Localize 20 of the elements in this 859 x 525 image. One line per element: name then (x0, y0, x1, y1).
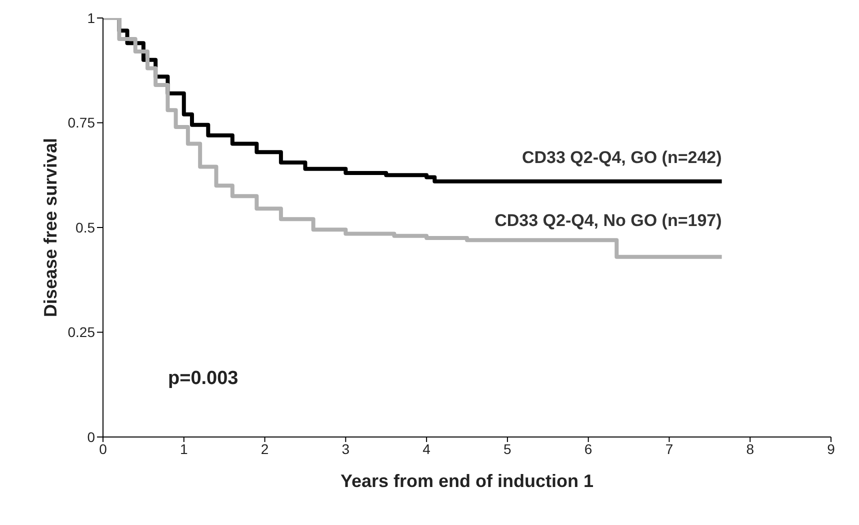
annotation: p=0.003 (168, 368, 238, 390)
x-tick-label: 5 (504, 440, 512, 457)
y-tick-label: 1 (87, 10, 96, 26)
y-tick-label: 0.5 (76, 219, 96, 236)
x-tick-label: 9 (827, 440, 836, 457)
x-tick-label: 8 (746, 440, 754, 457)
y-axis-title: Disease free survival (40, 138, 60, 318)
x-axis-title: Years from end of induction 1 (340, 471, 594, 491)
y-tick-label: 0.75 (68, 114, 96, 131)
series-label: CD33 Q2-Q4, GO (n=242) (522, 148, 722, 168)
y-tick-label: 0 (87, 428, 96, 445)
x-tick-label: 3 (342, 440, 350, 457)
x-tick-label: 1 (180, 440, 188, 457)
y-tick-label: 0.25 (68, 324, 96, 340)
x-tick-label: 4 (422, 440, 431, 457)
x-tick-label: 0 (99, 440, 108, 457)
series-label: CD33 Q2-Q4, No GO (n=197) (494, 211, 722, 230)
x-tick-label: 7 (665, 440, 674, 457)
x-tick-label: 2 (260, 440, 269, 457)
x-tick-label: 6 (584, 440, 592, 457)
